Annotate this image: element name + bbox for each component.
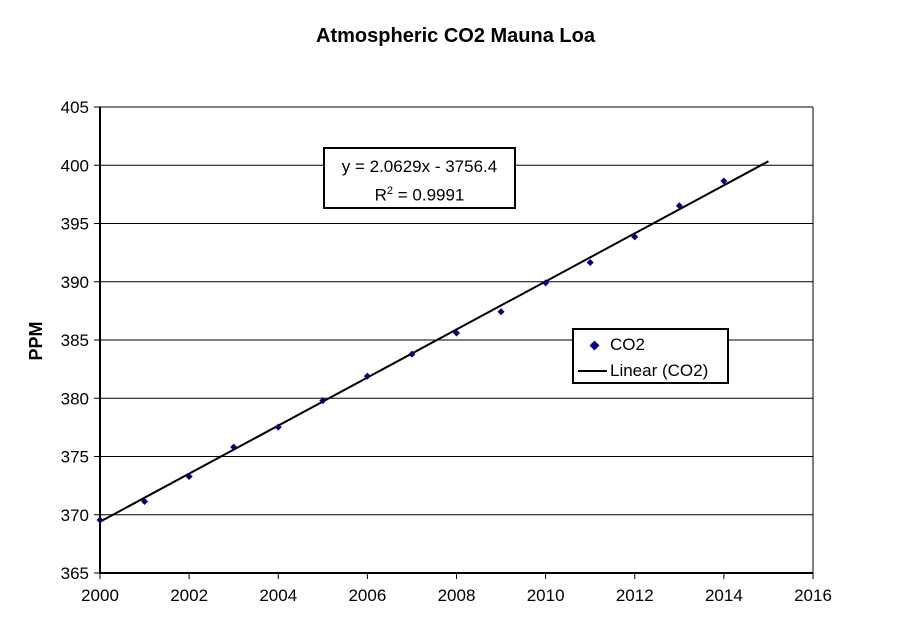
data-point: [319, 397, 327, 405]
legend-label-co2: CO2: [610, 335, 645, 354]
trendline-equation-box: y = 2.0629x - 3756.4 R2 = 0.9991: [323, 147, 516, 209]
data-point: [497, 308, 505, 316]
y-tick-label: 385: [61, 331, 89, 350]
y-tick-label: 390: [61, 273, 89, 292]
data-point: [675, 202, 683, 210]
data-point: [631, 233, 639, 241]
data-point: [542, 279, 550, 287]
data-point: [453, 329, 460, 337]
y-tick-label: 380: [61, 389, 89, 408]
data-point: [720, 177, 728, 185]
data-point: [274, 423, 282, 431]
r-squared-text: R2 = 0.9991: [374, 185, 465, 205]
trendline-equation-text: y = 2.0629x - 3756.4: [341, 157, 498, 176]
x-tick-label: 2016: [794, 586, 832, 605]
x-tick-label: 2008: [438, 586, 476, 605]
trendline: [99, 160, 769, 523]
data-point: [586, 259, 594, 267]
x-tick-label: 2014: [705, 586, 743, 605]
x-tick-label: 2000: [81, 586, 119, 605]
y-tick-label: 400: [61, 156, 89, 175]
x-tick-label: 2006: [348, 586, 386, 605]
y-tick-label: 375: [61, 448, 89, 467]
y-tick-label: 365: [61, 564, 89, 583]
legend-label-linear: Linear (CO2): [610, 361, 709, 380]
y-tick-label: 370: [61, 506, 89, 525]
x-tick-label: 2002: [170, 586, 208, 605]
x-tick-label: 2004: [259, 586, 297, 605]
x-tick-label: 2012: [616, 586, 654, 605]
legend-item-linear: Linear (CO2): [574, 358, 727, 384]
data-point: [141, 497, 149, 505]
y-tick-label: 395: [61, 215, 89, 234]
data-point: [363, 372, 371, 380]
chart-title: Atmospheric CO2 Mauna Loa: [316, 25, 595, 47]
x-tick-label: 2010: [527, 586, 565, 605]
data-point: [96, 516, 104, 524]
legend-item-co2: CO2: [574, 332, 727, 358]
data-point: [185, 473, 193, 481]
diamond-marker-icon: [589, 340, 600, 351]
y-tick-label: 405: [61, 98, 89, 117]
data-point: [230, 443, 238, 451]
trendline-sample-icon: [578, 370, 607, 372]
legend: CO2 Linear (CO2): [572, 328, 729, 384]
data-point: [408, 350, 416, 358]
